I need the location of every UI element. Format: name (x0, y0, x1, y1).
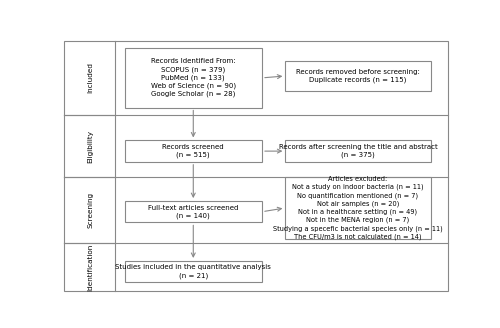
Text: Records Identified From:
SCOPUS (n = 379)
PubMed (n = 133)
Web of Science (n = 9: Records Identified From: SCOPUS (n = 379… (150, 58, 236, 97)
FancyBboxPatch shape (286, 61, 430, 91)
Text: Records screened
(n = 515): Records screened (n = 515) (162, 144, 224, 158)
Text: Eligibility: Eligibility (88, 130, 94, 163)
Text: Articles excluded:
Not a study on indoor bacteria (n = 11)
No quantification men: Articles excluded: Not a study on indoor… (273, 176, 443, 240)
FancyBboxPatch shape (124, 261, 262, 282)
Text: Screening: Screening (88, 192, 94, 228)
FancyBboxPatch shape (124, 201, 262, 222)
Text: Full-text articles screened
(n = 140): Full-text articles screened (n = 140) (148, 205, 238, 219)
FancyBboxPatch shape (286, 140, 430, 162)
Text: Records removed before screening:
Duplicate records (n = 115): Records removed before screening: Duplic… (296, 69, 420, 83)
FancyBboxPatch shape (286, 177, 430, 239)
Text: Records after screening the title and abstract
(n = 375): Records after screening the title and ab… (278, 144, 438, 158)
Text: Studies included in the quantitative analysis
(n = 21): Studies included in the quantitative ana… (116, 264, 271, 279)
Text: Included: Included (88, 62, 94, 93)
Text: Identification: Identification (88, 244, 94, 291)
FancyBboxPatch shape (124, 48, 262, 108)
FancyBboxPatch shape (124, 140, 262, 162)
